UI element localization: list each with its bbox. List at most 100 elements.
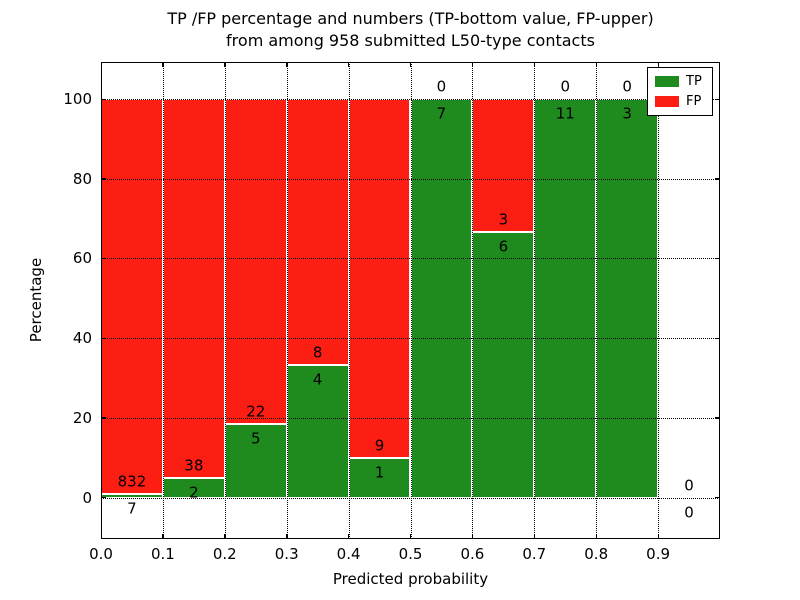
x-tick-label: 0.7 <box>522 545 547 563</box>
x-tick-mark <box>348 534 350 539</box>
y-tick-mark <box>101 98 106 100</box>
v-gridline <box>162 62 164 539</box>
x-tick-mark <box>286 534 288 539</box>
chart-title: TP /FP percentage and numbers (TP-bottom… <box>101 8 720 52</box>
chart-title-line2: from among 958 submitted L50-type contac… <box>226 31 595 50</box>
fp-count-label: 9 <box>374 436 385 455</box>
x-tick-mark <box>162 534 164 539</box>
fp-bar-segment <box>101 99 163 495</box>
tp-bar-segment <box>534 99 597 498</box>
tp-count-label: 4 <box>312 370 323 389</box>
y-tick-mark <box>715 257 720 260</box>
x-tick-mark <box>348 62 350 67</box>
tp-count-label: 5 <box>250 429 261 448</box>
tp-count-label: 7 <box>436 104 447 123</box>
tp-bar-segment <box>410 99 473 498</box>
v-gridline <box>596 62 598 539</box>
x-tick-mark <box>100 534 102 539</box>
tp-legend-label: TP <box>686 74 702 89</box>
tp-count-label: 0 <box>684 503 694 522</box>
x-tick-mark <box>224 62 226 67</box>
y-tick-label: 0 <box>82 488 92 507</box>
fp-legend-label: FP <box>686 94 702 109</box>
x-tick-mark <box>533 62 536 67</box>
tp-legend-swatch <box>655 76 679 87</box>
v-gridline <box>410 62 412 539</box>
legend-item-tp: TP <box>655 73 705 90</box>
y-tick-mark <box>715 178 720 180</box>
v-gridline <box>534 62 536 539</box>
v-gridline <box>286 62 288 539</box>
fp-legend-swatch <box>655 96 679 107</box>
fp-bar-segment <box>162 99 225 478</box>
x-tick-label: 0.2 <box>212 545 237 563</box>
y-tick-label: 100 <box>63 90 92 109</box>
y-tick-mark <box>715 417 720 419</box>
y-tick-mark <box>101 497 106 499</box>
v-gridline <box>224 62 226 539</box>
fp-count-label: 0 <box>436 77 447 96</box>
y-tick-label: 20 <box>72 408 92 427</box>
fp-count-label: 3 <box>498 210 509 229</box>
x-tick-label: 0.5 <box>398 545 423 563</box>
x-tick-mark <box>410 534 412 539</box>
tp-bar-segment <box>596 99 659 498</box>
v-gridline <box>348 62 350 539</box>
fp-count-label: 22 <box>246 402 266 421</box>
x-tick-mark <box>471 534 474 539</box>
tp-bar-segment <box>472 231 535 498</box>
y-tick-label: 40 <box>72 329 92 348</box>
x-tick-mark <box>657 62 659 67</box>
x-tick-mark <box>595 62 598 67</box>
x-tick-label: 0.9 <box>646 545 671 563</box>
x-tick-label: 0.6 <box>460 545 485 563</box>
tp-count-label: 3 <box>622 104 632 123</box>
y-tick-mark <box>715 497 720 499</box>
y-tick-mark <box>101 178 106 180</box>
v-gridline <box>472 62 474 539</box>
fp-bar-segment <box>286 99 349 365</box>
tp-count-label: 6 <box>498 237 509 256</box>
y-tick-label: 80 <box>72 169 92 188</box>
x-tick-mark <box>224 534 226 539</box>
x-tick-mark <box>162 62 164 67</box>
x-tick-label: 0.1 <box>150 545 175 563</box>
x-axis-label: Predicted probability <box>332 570 489 588</box>
fp-count-label: 8 <box>312 343 323 362</box>
x-tick-mark <box>533 534 536 539</box>
y-tick-mark <box>101 417 106 419</box>
x-tick-label: 0.8 <box>584 545 609 563</box>
y-tick-mark <box>101 257 106 260</box>
fp-count-label: 38 <box>184 456 204 475</box>
x-tick-mark <box>100 62 102 67</box>
tp-bar-segment <box>286 364 349 498</box>
y-tick-label: 60 <box>72 249 92 268</box>
fp-count-label: 0 <box>622 77 632 96</box>
x-tick-label: 0.0 <box>89 545 113 563</box>
y-tick-mark <box>715 337 720 340</box>
x-tick-mark <box>657 534 659 539</box>
legend-item-fp: FP <box>655 93 705 110</box>
tp-count-label: 1 <box>374 463 385 482</box>
y-tick-mark <box>715 98 720 100</box>
fp-count-label: 832 <box>117 472 147 491</box>
tp-count-label: 11 <box>555 104 575 123</box>
x-tick-mark <box>410 62 412 67</box>
tp-count-label: 2 <box>189 483 199 502</box>
fp-bar-segment <box>224 99 287 424</box>
chart-title-line1: TP /FP percentage and numbers (TP-bottom… <box>167 9 654 28</box>
x-tick-label: 0.4 <box>336 545 361 563</box>
fp-count-label: 0 <box>684 476 694 495</box>
legend: TP FP <box>647 67 713 116</box>
x-tick-mark <box>471 62 474 67</box>
v-gridline <box>658 62 660 539</box>
tp-count-label: 7 <box>127 499 137 518</box>
x-tick-label: 0.3 <box>274 545 299 563</box>
y-tick-mark <box>101 337 106 340</box>
x-tick-mark <box>286 62 288 67</box>
fp-bar-segment <box>348 99 411 458</box>
plot-area: TP FP 832 7 38 2 22 5 8 4 9 1 0 7 3 6 0 11 0 3 0 0 <box>100 62 720 539</box>
fp-count-label: 0 <box>560 77 571 96</box>
x-tick-mark <box>595 534 598 539</box>
